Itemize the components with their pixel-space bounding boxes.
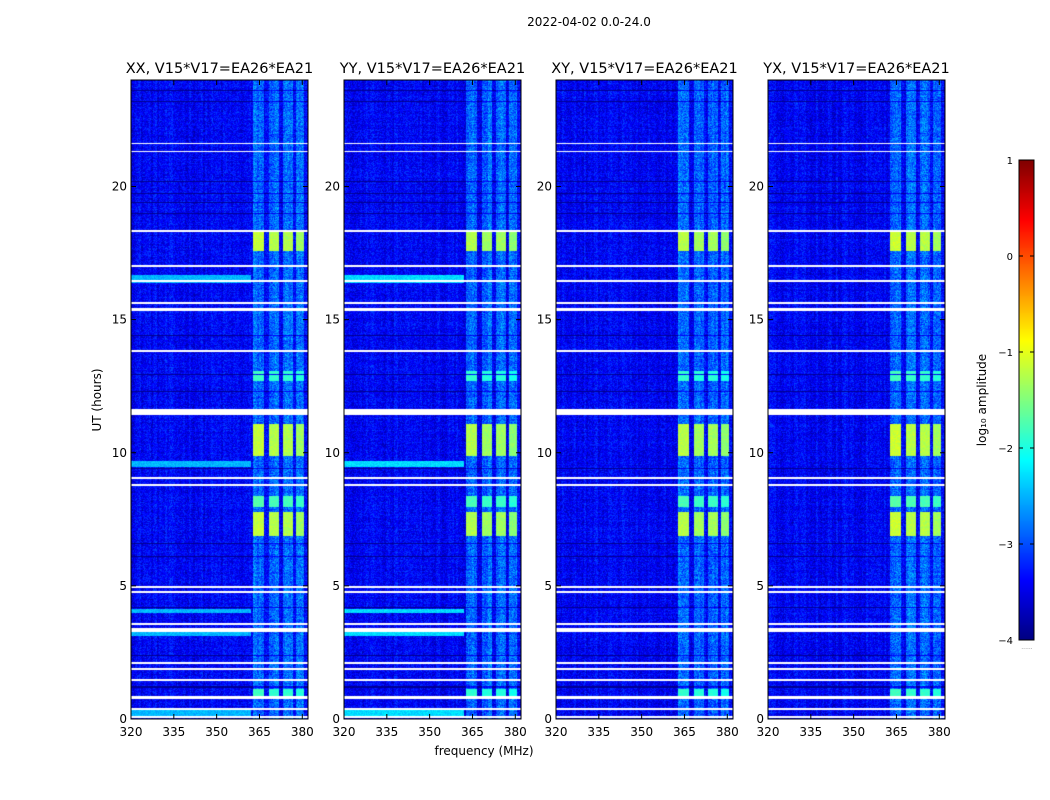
x-tick-label: 335 [587, 725, 610, 739]
panel-title: YX, V15*V17=EA26*EA21 [762, 61, 949, 77]
y-tick-label: 20 [749, 180, 764, 194]
x-tick-label: 380 [504, 725, 527, 739]
x-tick-label: 365 [461, 725, 484, 739]
panel-frame [130, 79, 309, 720]
colorbar-gradient [1019, 160, 1034, 640]
panel-frame [555, 79, 734, 720]
colorbar-footer: ...... [1021, 644, 1033, 651]
y-tick-label: 20 [537, 180, 552, 194]
colorbar-tick-label: −4 [998, 636, 1013, 647]
panel-xy: XY, V15*V17=EA26*EA21 320 335 350 365 380 0 5 10… [537, 61, 739, 739]
heatmap-image [556, 80, 733, 719]
y-tick-label: 10 [537, 446, 552, 460]
y-tick-label: 0 [756, 712, 764, 726]
x-tick-label: 350 [630, 725, 653, 739]
y-tick-label: 5 [119, 579, 127, 593]
x-tick-label: 380 [291, 725, 314, 739]
x-tick-label: 320 [120, 725, 143, 739]
panel-frame [767, 79, 946, 720]
y-tick-label: 5 [756, 579, 764, 593]
x-tick-label: 320 [757, 725, 780, 739]
y-tick-label: 20 [325, 180, 340, 194]
colorbar-tick-label: 1 [1007, 156, 1013, 167]
figure-title: 2022-04-02 0.0-24.0 [527, 15, 651, 29]
y-tick-label: 15 [325, 313, 340, 327]
y-tick-label: 15 [537, 313, 552, 327]
panel-xx: XX, V15*V17=EA26*EA21 320 335 350 365 380 0 5 10… [112, 61, 314, 739]
colorbar-tick-label: −3 [998, 540, 1013, 551]
y-tick-label: 15 [112, 313, 127, 327]
x-tick-label: 350 [205, 725, 228, 739]
y-tick-label: 20 [112, 180, 127, 194]
x-tick-label: 350 [842, 725, 865, 739]
heatmap-image [344, 80, 521, 719]
x-tick-label: 365 [885, 725, 908, 739]
heatmap-image [131, 80, 308, 719]
colorbar: 1 0 −1 −2 −3 −4 [998, 156, 1035, 647]
x-tick-label: 335 [162, 725, 185, 739]
panel-yx: YX, V15*V17=EA26*EA21 320 335 350 365 380 0 5 10… [749, 61, 951, 739]
colorbar-tick-label: −2 [998, 444, 1013, 455]
y-tick-label: 10 [325, 446, 340, 460]
x-axis-label: frequency (MHz) [434, 744, 533, 758]
y-axis-label: UT (hours) [90, 368, 104, 431]
panel-yy: YY, V15*V17=EA26*EA21 320 335 350 365 380 0 5 10… [325, 61, 527, 739]
x-tick-label: 320 [333, 725, 356, 739]
x-tick-label: 380 [928, 725, 951, 739]
x-tick-label: 335 [799, 725, 822, 739]
y-tick-label: 15 [749, 313, 764, 327]
panel-title: YY, V15*V17=EA26*EA21 [339, 61, 525, 77]
heatmap-image [768, 80, 945, 719]
y-tick-label: 0 [332, 712, 340, 726]
y-tick-label: 5 [332, 579, 340, 593]
y-tick-label: 10 [749, 446, 764, 460]
x-tick-label: 320 [545, 725, 568, 739]
colorbar-frame [1018, 159, 1035, 641]
x-tick-label: 380 [716, 725, 739, 739]
colorbar-tick-label: −1 [998, 348, 1013, 359]
colorbar-label: log₁₀ amplitude [975, 354, 989, 446]
panel-title: XX, V15*V17=EA26*EA21 [126, 61, 314, 77]
y-tick-label: 0 [544, 712, 552, 726]
y-tick-label: 0 [119, 712, 127, 726]
y-tick-label: 5 [544, 579, 552, 593]
x-tick-label: 350 [418, 725, 441, 739]
panels-group: XX, V15*V17=EA26*EA21 320 335 350 365 380 0 5 10… [112, 61, 951, 739]
x-tick-label: 365 [673, 725, 696, 739]
panel-frame [343, 79, 522, 720]
colorbar-tick-label: 0 [1007, 252, 1013, 263]
x-tick-label: 365 [248, 725, 271, 739]
x-tick-label: 335 [375, 725, 398, 739]
y-tick-label: 10 [112, 446, 127, 460]
panel-title: XY, V15*V17=EA26*EA21 [551, 61, 737, 77]
